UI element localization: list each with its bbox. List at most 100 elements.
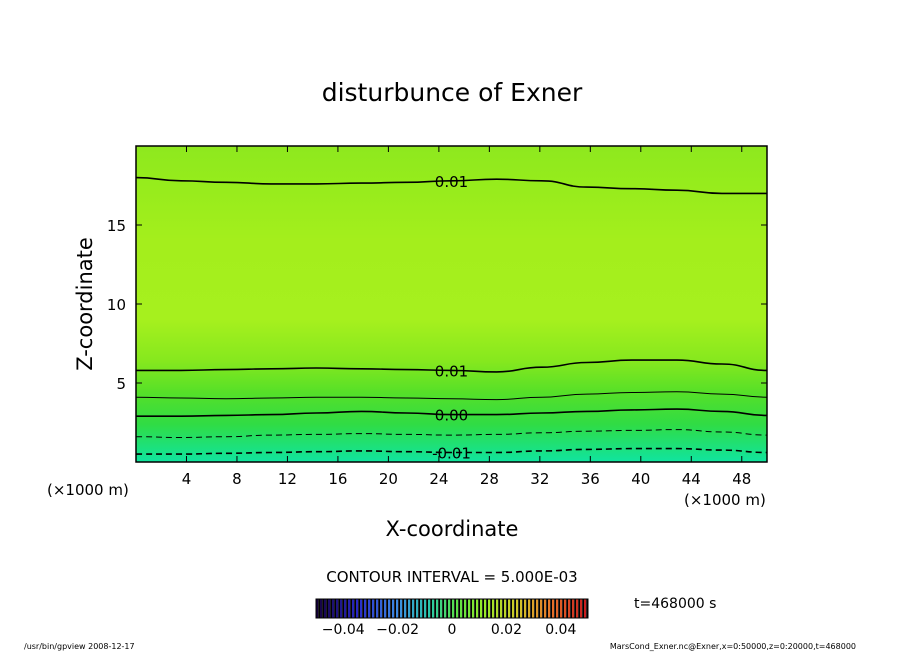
colorbar-stripe [316, 599, 319, 618]
x-tick-label: 4 [182, 470, 192, 488]
colorbar-gap [578, 599, 580, 618]
colorbar-stripe [416, 599, 419, 618]
colorbar-stripe [576, 599, 579, 618]
colorbar-stripe [412, 599, 415, 618]
colorbar-gap [338, 599, 340, 618]
colorbar-gap [586, 599, 588, 618]
colorbar-stripe [452, 599, 455, 618]
colorbar-gap [330, 599, 332, 618]
colorbar-gap [518, 599, 520, 618]
colorbar-stripe [548, 599, 551, 618]
colorbar-gap [462, 599, 464, 618]
colorbar-gap [354, 599, 356, 618]
colorbar-gap [470, 599, 472, 618]
contour-line [136, 359, 767, 373]
colorbar-gap [526, 599, 528, 618]
colorbar-gap [438, 599, 440, 618]
colorbar-gap [430, 599, 432, 618]
colorbar-stripe [472, 599, 475, 618]
x-tick-label: 16 [328, 470, 347, 488]
colorbar-stripe [540, 599, 543, 618]
colorbar-gap [422, 599, 424, 618]
contour-line [136, 429, 767, 439]
chart-title: disturbunce of Exner [322, 78, 583, 107]
colorbar-gap [366, 599, 368, 618]
colorbar-stripe [524, 599, 527, 618]
colorbar-tick-label: 0.02 [491, 622, 522, 638]
colorbar-stripe [476, 599, 479, 618]
colorbar-stripe [568, 599, 571, 618]
y-axis: 5 10 15 [107, 217, 767, 393]
x-tick-label: 12 [278, 470, 297, 488]
x-unit-left: (×1000 m) [47, 481, 129, 499]
colorbar-stripe [320, 599, 323, 618]
colorbar-tick-label: −0.02 [376, 622, 419, 638]
colorbar-stripe [512, 599, 515, 618]
colorbar-gap [478, 599, 480, 618]
colorbar-gap [370, 599, 372, 618]
colorbar-gap [486, 599, 488, 618]
colorbar-tick-label: 0.04 [545, 622, 576, 638]
colorbar-stripe [432, 599, 435, 618]
x-tick-label: 48 [732, 470, 751, 488]
colorbar-gap [466, 599, 468, 618]
colorbar-gap [362, 599, 364, 618]
y-axis-label: Z-coordinate [73, 237, 97, 371]
colorbar-gap [506, 599, 508, 618]
colorbar-stripe [440, 599, 443, 618]
colorbar-gap [534, 599, 536, 618]
y-tick-label: 5 [116, 375, 126, 393]
colorbar-tick-label: −0.04 [322, 622, 365, 638]
colorbar-gap [550, 599, 552, 618]
colorbar-gap [326, 599, 328, 618]
colorbar-gap [482, 599, 484, 618]
colorbar-stripe [528, 599, 531, 618]
x-axis: 4 8 12 16 20 24 28 32 36 40 44 48 [182, 146, 751, 488]
colorbar-stripe [456, 599, 459, 618]
colorbar-gap [318, 599, 320, 618]
colorbar-stripe [444, 599, 447, 618]
colorbar-frame [315, 598, 589, 619]
colorbar-gap [358, 599, 360, 618]
colorbar-stripe [360, 599, 363, 618]
colorbar-gap [574, 599, 576, 618]
colorbar-gap [570, 599, 572, 618]
colorbar-stripe [504, 599, 507, 618]
colorbar-stripe [328, 599, 331, 618]
colorbar-gap [426, 599, 428, 618]
x-tick-label: 8 [232, 470, 242, 488]
colorbar-stripe [336, 599, 339, 618]
colorbar-stripe [404, 599, 407, 618]
colorbar-gap [530, 599, 532, 618]
colorbar-stripe [560, 599, 563, 618]
colorbar-stripe [420, 599, 423, 618]
colorbar-tick-label: 0 [448, 622, 457, 638]
colorbar-stripe [536, 599, 539, 618]
y-tick-label: 10 [107, 296, 126, 314]
contour-line [136, 391, 767, 401]
colorbar-stripe [364, 599, 367, 618]
colorbar-gap [394, 599, 396, 618]
colorbar-stripe [428, 599, 431, 618]
colorbar-stripe [388, 599, 391, 618]
contour-layer: 0.01 0.00 -0.01 0.01 [136, 173, 767, 463]
contour-line [136, 176, 767, 195]
x-tick-label: 20 [379, 470, 398, 488]
colorbar-stripe [584, 599, 587, 618]
colorbar-gap [562, 599, 564, 618]
colorbar-gap [346, 599, 348, 618]
colorbar-stripe [484, 599, 487, 618]
colorbar-gap [418, 599, 420, 618]
colorbar-stripe [436, 599, 439, 618]
colorbar-stripe [372, 599, 375, 618]
colorbar-gap [350, 599, 352, 618]
colorbar-gap [522, 599, 524, 618]
x-axis-label: X-coordinate [386, 517, 519, 541]
colorbar-gap [374, 599, 376, 618]
contour-label: 0.00 [435, 407, 468, 425]
contour-label: -0.01 [432, 445, 471, 463]
colorbar-stripe [340, 599, 343, 618]
colorbar-gap [546, 599, 548, 618]
colorbar-gap [494, 599, 496, 618]
colorbar: −0.04 −0.02 0 0.02 0.04 [315, 598, 589, 638]
